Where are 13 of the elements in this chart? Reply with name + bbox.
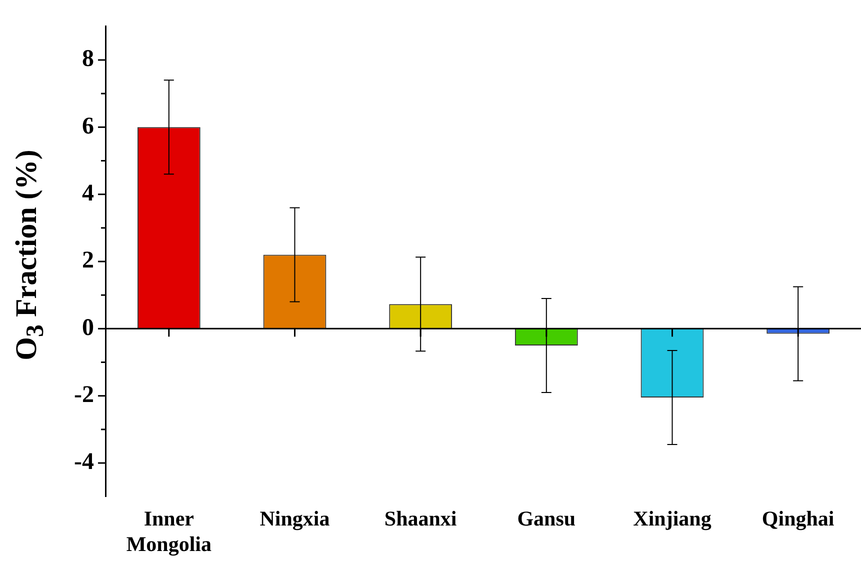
y-tick-label: 0 (82, 314, 94, 341)
x-tick-label: Ningxia (260, 506, 330, 531)
y-tick-label: 6 (82, 113, 94, 140)
x-tick-label: Gansu (517, 506, 576, 531)
y-tick-label: 8 (82, 46, 94, 72)
x-tick-label: Qinghai (762, 506, 834, 531)
y-tick-label: 4 (82, 180, 94, 207)
y-tick-label: 2 (82, 248, 94, 274)
x-tick-label: Shaanxi (384, 506, 457, 531)
y-tick-label: -4 (74, 449, 94, 476)
x-tick-label: Xinjiang (633, 506, 712, 531)
y-tick-label: -2 (74, 382, 94, 408)
x-tick-label: Inner Mongolia (126, 506, 212, 556)
